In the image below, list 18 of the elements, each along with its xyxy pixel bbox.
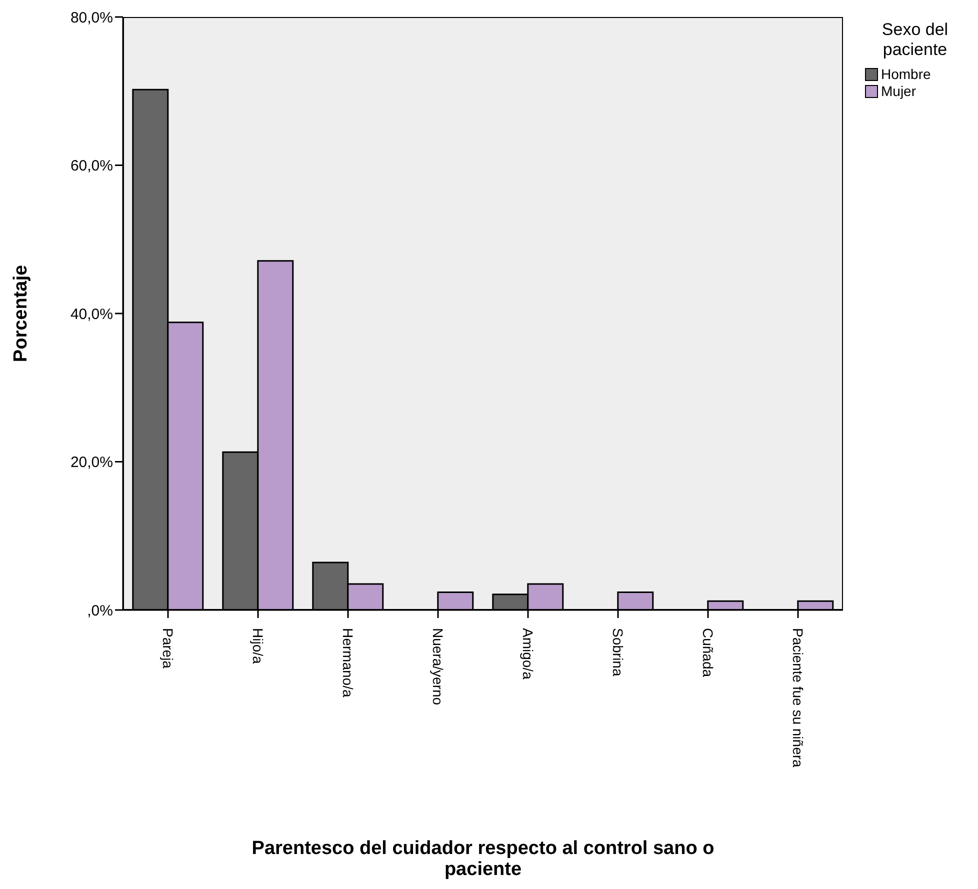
x-tick-label: Cuñada [700, 628, 716, 678]
legend-label: Mujer [880, 83, 918, 100]
x-tick-label: Hijo/a [250, 628, 266, 664]
x-tick-label: Amigo/a [520, 628, 536, 680]
x-tick-label: Hermano/a [340, 628, 356, 698]
x-tick-label: Nuera/yerno [430, 628, 446, 706]
y-tick-label: 60,0% [70, 158, 113, 175]
y-tick-label: 80,0% [70, 9, 113, 26]
x-tick-label: Sobrina [610, 628, 626, 676]
y-tick-label: 20,0% [70, 454, 113, 472]
x-tick-label: Paciente fue su niñera [790, 628, 806, 768]
legend-title: Sexo del paciente [880, 20, 950, 60]
y-tick-label: ,0% [87, 602, 113, 620]
x-axis-title: Parentesco del cuidador respecto al control sano o paciente [250, 838, 716, 880]
y-axis-title: Porcentaje [10, 264, 32, 362]
x-tick-label: Pareja [160, 628, 176, 669]
legend-label: Hombre [880, 66, 932, 83]
y-tick-label: 40,0% [70, 306, 113, 323]
